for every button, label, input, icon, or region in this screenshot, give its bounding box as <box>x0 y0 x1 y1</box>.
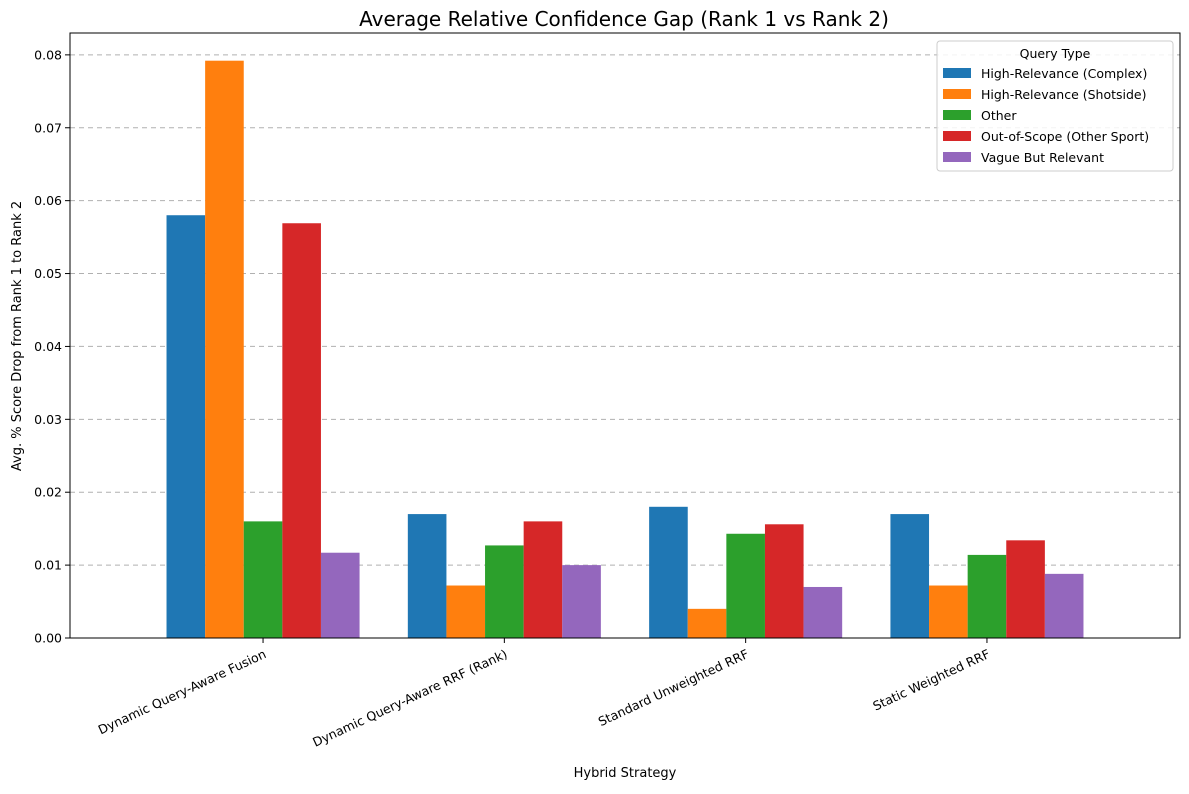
bar <box>726 533 765 638</box>
bars <box>166 60 1084 639</box>
y-tick-label: 0.08 <box>34 47 62 62</box>
y-tick-label: 0.01 <box>34 558 62 573</box>
bar <box>687 608 727 638</box>
x-tick-label: Static Weighted RRF <box>870 646 992 713</box>
legend-swatch <box>943 68 971 78</box>
chart-title: Average Relative Confidence Gap (Rank 1 … <box>359 7 889 31</box>
bar <box>485 545 524 638</box>
bar <box>1044 573 1084 638</box>
bar <box>320 552 360 638</box>
bar <box>1006 540 1045 638</box>
bar <box>764 524 804 638</box>
legend-box <box>936 40 1174 172</box>
x-axis-label: Hybrid Strategy <box>574 766 677 781</box>
legend-swatch <box>943 89 971 99</box>
y-tick-label: 0.07 <box>34 120 62 135</box>
y-tick-label: 0.02 <box>34 485 62 500</box>
y-tick-label: 0.04 <box>34 339 62 354</box>
x-tick-label: Standard Unweighted RRF <box>596 646 751 729</box>
bar <box>523 521 563 638</box>
legend: Query Type High-Relevance (Complex) High-… <box>936 40 1174 172</box>
bar <box>407 514 447 638</box>
legend-entry-label: High-Relevance (Complex) <box>981 66 1147 81</box>
bar <box>562 565 601 638</box>
y-axis-label: Avg. % Score Drop from Rank 1 to Rank 2 <box>10 201 25 471</box>
x-tick-label: Dynamic Query-Aware Fusion <box>96 646 269 737</box>
y-tick-label: 0.05 <box>34 266 62 281</box>
legend-entry-label: Other <box>981 108 1017 123</box>
bar <box>929 585 968 638</box>
bar <box>649 506 688 638</box>
bar <box>446 585 486 638</box>
legend-swatch <box>943 152 971 162</box>
x-axis: Dynamic Query-Aware Fusion Dynamic Query-… <box>96 638 992 750</box>
y-axis: 0.00 0.01 0.02 0.03 0.04 0.05 0.06 0.07 0.08 <box>34 47 70 646</box>
legend-swatch <box>943 110 971 120</box>
legend-title: Query Type <box>1020 46 1091 61</box>
plot-frame <box>69 32 1181 639</box>
bar <box>282 223 321 638</box>
bar <box>166 215 206 638</box>
legend-entry-label: Out-of-Scope (Other Sport) <box>981 129 1149 144</box>
y-tick-label: 0.00 <box>34 631 62 646</box>
bar <box>803 586 843 638</box>
y-tick-label: 0.06 <box>34 193 62 208</box>
bar <box>890 514 930 638</box>
bar <box>243 521 283 638</box>
x-tick-label: Dynamic Query-Aware RRF (Rank) <box>310 646 509 750</box>
y-tick-label: 0.03 <box>34 412 62 427</box>
bar <box>967 554 1007 638</box>
legend-entry-label: Vague But Relevant <box>981 150 1104 165</box>
bar <box>205 60 244 639</box>
legend-swatch <box>943 131 971 141</box>
legend-entry-label: High-Relevance (Shotside) <box>981 87 1147 102</box>
